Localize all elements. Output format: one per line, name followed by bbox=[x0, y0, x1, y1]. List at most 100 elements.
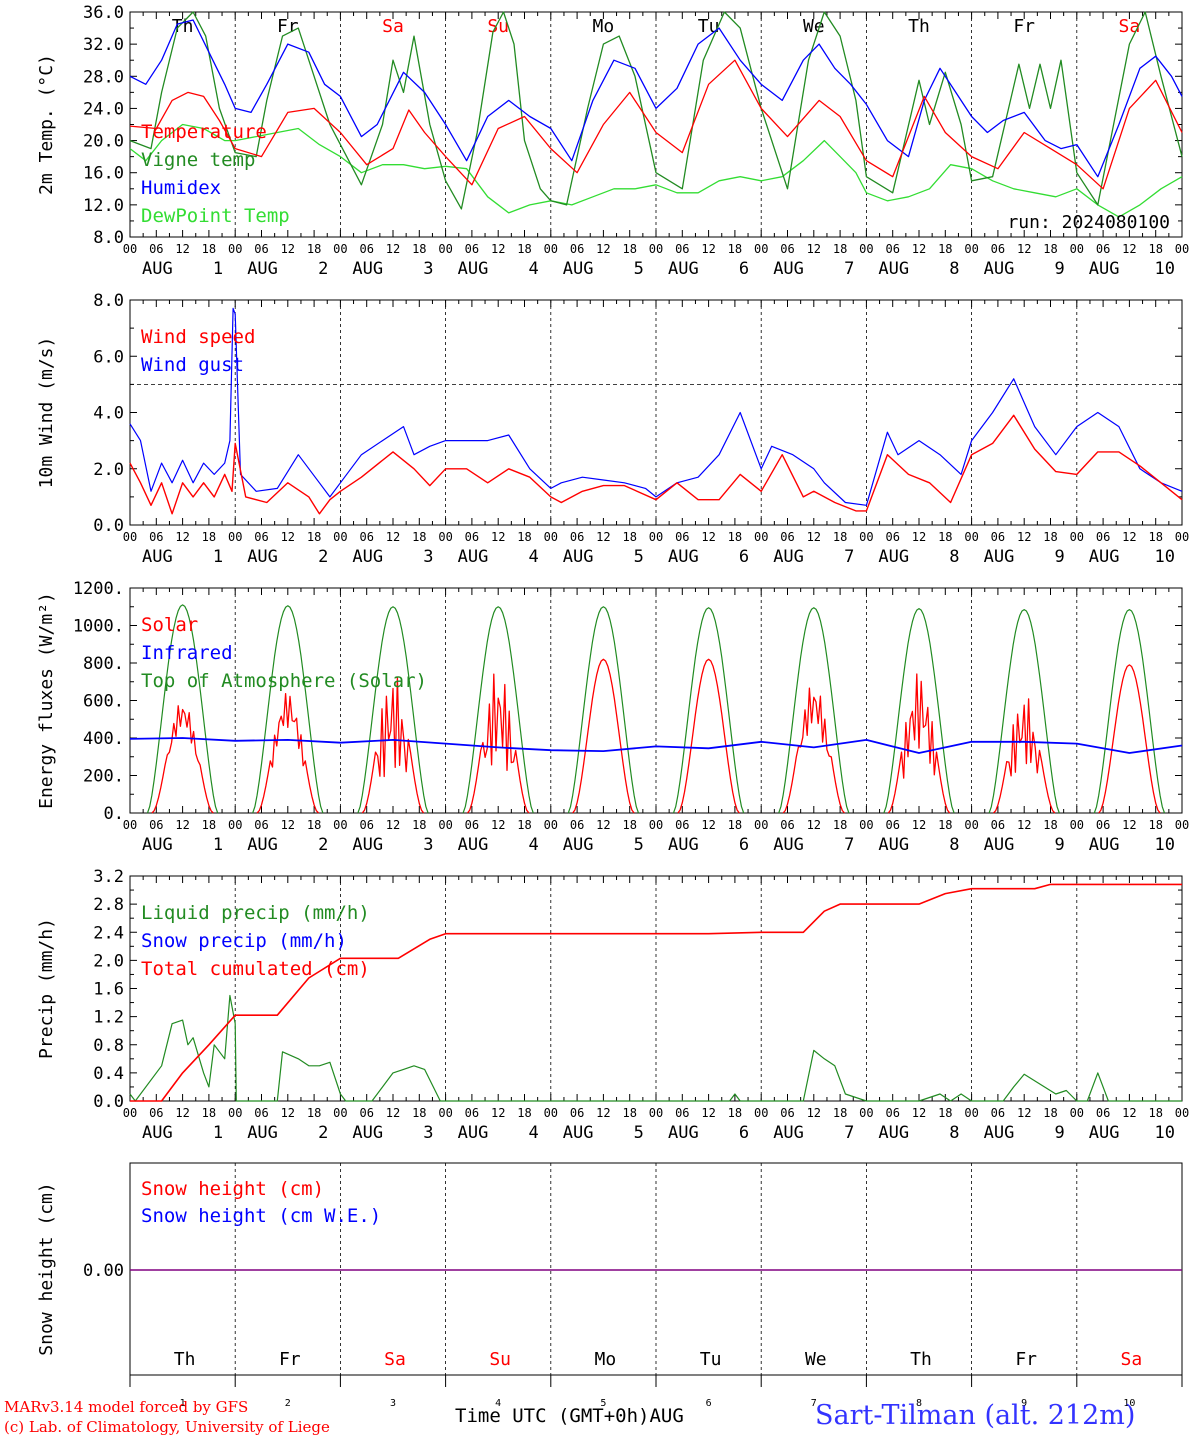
series-line-2 bbox=[129, 11, 1183, 210]
weekday-label: Sa bbox=[382, 16, 404, 37]
day-number-label: 5 bbox=[634, 835, 644, 855]
day-number-label: 4 bbox=[528, 547, 538, 567]
station-name: Sart-Tilman (alt. 212m) bbox=[815, 1400, 1136, 1431]
hour-tick-label: 00 bbox=[438, 530, 452, 544]
weekday-label: Th bbox=[172, 16, 194, 37]
hour-tick-label: 00 bbox=[754, 1106, 768, 1120]
hour-tick-label: 18 bbox=[202, 1106, 216, 1120]
solar-day-4 bbox=[466, 673, 530, 814]
y-tick-label: 2.0 bbox=[93, 460, 124, 480]
hour-tick-label: 06 bbox=[359, 530, 373, 544]
hour-tick-label: 12 bbox=[491, 818, 505, 832]
hour-tick-label: 06 bbox=[1096, 530, 1110, 544]
hour-tick-label: 06 bbox=[570, 818, 584, 832]
day-number-label: 2 bbox=[318, 835, 328, 855]
hour-tick-label: 00 bbox=[964, 530, 978, 544]
y-tick-label: 1000. bbox=[73, 617, 124, 637]
hour-tick-label: 06 bbox=[1096, 1106, 1110, 1120]
month-label: AUG bbox=[563, 259, 594, 279]
month-label: AUG bbox=[142, 547, 173, 567]
weekday-label: Su bbox=[489, 1349, 511, 1370]
y-tick-label: 16.0 bbox=[83, 164, 124, 184]
hour-tick-label: 12 bbox=[386, 530, 400, 544]
series-line-3 bbox=[129, 19, 1183, 178]
weekday-label: We bbox=[803, 16, 825, 37]
hour-tick-label: 06 bbox=[675, 242, 689, 256]
hour-tick-label: 18 bbox=[833, 1106, 847, 1120]
hour-tick-label: 00 bbox=[1070, 530, 1084, 544]
panel-2: 00 06 12 18 00 06 12 18 00 06 12 18 00 06 12 18 00 06 12 18… bbox=[36, 291, 1189, 567]
hour-tick-label: 12 bbox=[701, 242, 715, 256]
hour-tick-label: 00 bbox=[649, 242, 663, 256]
hour-tick-label: 12 bbox=[175, 530, 189, 544]
y-tick-label: 0.0 bbox=[93, 516, 124, 536]
month-label: AUG bbox=[773, 835, 804, 855]
month-label: AUG bbox=[352, 1123, 383, 1143]
weekday-label: Fr bbox=[1015, 1349, 1037, 1370]
y-tick-label: 2.0 bbox=[93, 951, 124, 971]
hour-tick-label: 00 bbox=[438, 818, 452, 832]
hour-tick-label: 12 bbox=[1017, 242, 1031, 256]
weekday-label: We bbox=[805, 1349, 827, 1370]
hour-tick-label: 18 bbox=[622, 1106, 636, 1120]
hour-tick-label: 06 bbox=[885, 530, 899, 544]
hour-tick-label: 06 bbox=[780, 242, 794, 256]
month-label: AUG bbox=[668, 259, 699, 279]
day-number-label: 8 bbox=[916, 1398, 922, 1409]
y-tick-label: 8.0 bbox=[93, 291, 124, 311]
month-label: AUG bbox=[458, 547, 489, 567]
hour-tick-label: 06 bbox=[254, 818, 268, 832]
hour-tick-label: 12 bbox=[386, 242, 400, 256]
day-number-label: 6 bbox=[739, 1123, 749, 1143]
hour-tick-label: 18 bbox=[412, 242, 426, 256]
hour-tick-label: 06 bbox=[780, 530, 794, 544]
month-label: AUG bbox=[352, 547, 383, 567]
hour-tick-label: 06 bbox=[675, 530, 689, 544]
hour-tick-label: 18 bbox=[1148, 818, 1162, 832]
hour-tick-label: 00 bbox=[228, 818, 242, 832]
y-tick-label: 4.0 bbox=[93, 404, 124, 424]
toa-solar-day-3 bbox=[357, 606, 429, 814]
hour-tick-label: 12 bbox=[807, 818, 821, 832]
legend-entry: Temperature bbox=[141, 121, 267, 143]
day-number-label: 1 bbox=[213, 1123, 223, 1143]
solar-day-7 bbox=[782, 687, 845, 814]
month-label: AUG bbox=[773, 1123, 804, 1143]
weekday-label: Th bbox=[174, 1349, 196, 1370]
day-number-label: 9 bbox=[1021, 1398, 1027, 1409]
hour-tick-label: 12 bbox=[701, 818, 715, 832]
series-line-1 bbox=[129, 59, 1183, 190]
hour-tick-label: 00 bbox=[1175, 818, 1189, 832]
month-label: AUG bbox=[878, 1123, 909, 1143]
month-label: AUG bbox=[773, 259, 804, 279]
solar-day-5 bbox=[572, 658, 635, 814]
day-number-label: 6 bbox=[739, 835, 749, 855]
day-number-label: 1 bbox=[180, 1398, 186, 1409]
hour-tick-label: 06 bbox=[359, 242, 373, 256]
month-label: AUG bbox=[668, 1123, 699, 1143]
month-label: AUG bbox=[1089, 835, 1120, 855]
hour-tick-label: 06 bbox=[885, 818, 899, 832]
y-tick-label: 12.0 bbox=[83, 196, 124, 216]
hour-tick-label: 00 bbox=[964, 242, 978, 256]
hour-tick-label: 06 bbox=[1096, 818, 1110, 832]
day-number-label: 4 bbox=[495, 1398, 501, 1409]
model-credit: MARv3.14 model forced by GFS bbox=[4, 1398, 249, 1416]
legend-entry: Solar bbox=[141, 614, 198, 636]
hour-tick-label: 06 bbox=[991, 1106, 1005, 1120]
y-tick-label: 2.4 bbox=[93, 923, 124, 943]
hour-tick-label: 18 bbox=[938, 530, 952, 544]
hour-tick-label: 00 bbox=[649, 818, 663, 832]
hour-tick-label: 18 bbox=[1148, 242, 1162, 256]
hour-tick-label: 18 bbox=[412, 1106, 426, 1120]
legend-entry: Liquid precip (mm/h) bbox=[141, 902, 370, 924]
hour-tick-label: 00 bbox=[544, 818, 558, 832]
month-label: AUG bbox=[563, 835, 594, 855]
hour-tick-label: 06 bbox=[780, 1106, 794, 1120]
hour-tick-label: 12 bbox=[1122, 530, 1136, 544]
hour-tick-label: 12 bbox=[1122, 818, 1136, 832]
day-number-label: 4 bbox=[528, 259, 538, 279]
month-label: AUG bbox=[247, 835, 278, 855]
y-tick-label: 36.0 bbox=[83, 3, 124, 23]
y-tick-label: 32.0 bbox=[83, 35, 124, 55]
